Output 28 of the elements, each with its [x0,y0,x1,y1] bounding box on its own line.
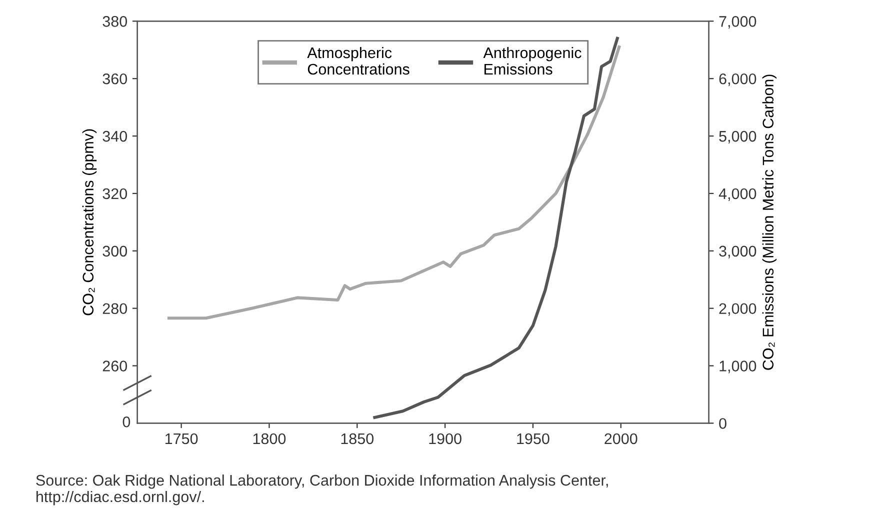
text: 0 [122,416,130,428]
y2-tick-label: 1,000 [720,360,756,374]
y2-tick-label: 5,000 [719,130,756,144]
x-tick-label: 1850 [341,433,374,444]
y2-tick-label: 2,000 [719,303,756,316]
legend-label: Atmospheric Concentrations [307,46,410,75]
y2-tick-label: 0 [719,418,726,429]
y2-tick-label: 4,000 [718,188,756,201]
source-note: Source: Oak Ridge National Laboratory, Carbon Dioxide Information Analysis Center, http://cdiac.esd.ornl.gov/. [36,474,608,506]
x-tick-label: 1950 [517,433,550,444]
legend-label: Anthropogenic Emissions [483,46,582,75]
y-tick-label: 360 [102,73,128,84]
y2-tick-label: 6,000 [719,73,756,86]
x-tick-label: 1900 [429,433,462,444]
x-tick-label: 2000 [604,433,638,444]
x-tick-label: 1800 [253,433,286,444]
y-tick-label: 380 [102,16,128,27]
y-tick-label: 340 [102,130,128,142]
y2-axis-title: CO₂ Emissions (Million Metric Tons Carbon) [762,74,777,370]
y-tick-label: 260 [102,360,128,372]
y-tick-label: 320 [102,188,128,200]
x-tick-label: 1750 [165,433,198,444]
y-axis-title: CO₂ Concentrations (ppmv) [82,129,97,316]
y2-tick-label: 7,000 [719,16,756,29]
y2-tick-label: 3,000 [719,246,756,258]
y-tick-label: 300 [102,246,128,257]
y-tick-label: 280 [102,303,128,314]
line-series [167,45,621,320]
